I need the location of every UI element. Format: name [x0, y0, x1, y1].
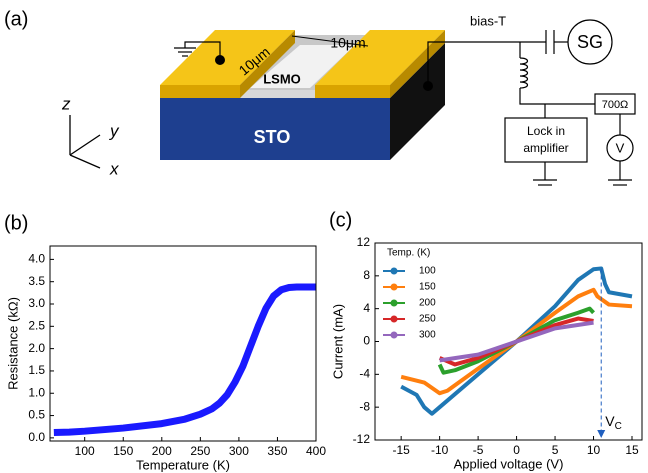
y-tick-label: 0.5: [28, 408, 45, 422]
plot-frame: [50, 246, 316, 441]
legend-swatch: [391, 316, 398, 323]
y-tick-label: 3.0: [28, 296, 45, 310]
annotation-sub: C: [615, 421, 622, 432]
legend-label: 300: [419, 330, 436, 341]
y-tick-label: 2.0: [28, 341, 45, 355]
electrode: [315, 85, 390, 98]
axes-icon: [70, 115, 100, 168]
data-line: [54, 287, 316, 432]
x-tick-label: 350: [267, 444, 287, 458]
lockin-label: Lock in: [527, 124, 565, 138]
wire: [428, 42, 546, 86]
x-tick-label: 150: [113, 444, 133, 458]
x-tick-label: 400: [306, 444, 326, 458]
legend-swatch: [391, 332, 398, 339]
x-tick-label: 300: [229, 444, 249, 458]
y-tick-label: 0: [363, 334, 370, 348]
legend-label: 250: [419, 314, 436, 325]
bias-t-label: bias-T: [470, 13, 506, 28]
device: LSMO STO 10μm 10μm: [160, 30, 445, 160]
y-tick-label: -4: [359, 367, 370, 381]
data-line: [440, 323, 594, 361]
y-axis-label: Current (mA): [330, 304, 345, 379]
wire: [520, 88, 595, 104]
legend-label: 150: [419, 282, 436, 293]
x-tick-label: 10: [587, 443, 601, 457]
y-tick-label: 1.0: [28, 385, 45, 399]
y-tick-label: -8: [359, 399, 370, 413]
x-tick-label: 250: [190, 444, 210, 458]
x-axis-label: Temperature (K): [136, 457, 230, 472]
resistor-label: 700Ω: [602, 99, 629, 111]
x-tick-label: 15: [625, 443, 639, 457]
film-label: LSMO: [263, 71, 301, 86]
axis-arrow: [70, 155, 100, 168]
annotation: VC: [605, 413, 622, 432]
panel-label: (c): [329, 209, 352, 231]
axis-name: z: [61, 94, 71, 113]
y-tick-label: 3.5: [28, 274, 45, 288]
dimension: 10μm: [330, 35, 365, 51]
legend-label: 200: [419, 298, 436, 309]
y-tick-label: 4: [363, 301, 370, 315]
electrode: [160, 85, 240, 98]
legend-label: 100: [419, 266, 436, 277]
y-tick-label: 8: [363, 268, 370, 282]
panel-label: (b): [4, 212, 28, 234]
y-axis-label: Resistance (kΩ): [5, 297, 20, 390]
inductor: [520, 58, 528, 88]
axis-name: y: [109, 121, 120, 140]
x-tick-label: -15: [392, 443, 410, 457]
y-tick-label: 1.5: [28, 363, 45, 377]
x-axis-label: Applied voltage (V): [454, 456, 564, 471]
x-tick-label: 5: [552, 443, 559, 457]
source-label: SG: [577, 32, 603, 52]
y-tick-label: 0.0: [28, 430, 45, 444]
x-tick-label: -5: [473, 443, 484, 457]
arrow-head: [597, 430, 605, 438]
x-tick-label: 200: [152, 444, 172, 458]
legend-swatch: [391, 300, 398, 307]
substrate-label: STO: [254, 127, 291, 147]
y-tick-label: 2.5: [28, 318, 45, 332]
x-tick-label: 100: [75, 444, 95, 458]
legend-title: Temp. (K): [387, 248, 430, 259]
panel-label: (a): [4, 8, 28, 30]
y-tick-label: -12: [353, 432, 371, 446]
y-tick-label: 12: [357, 235, 371, 249]
y-tick-label: 4.0: [28, 252, 45, 266]
lockin-label: amplifier: [523, 141, 568, 155]
legend-swatch: [391, 284, 398, 291]
figure: (a) LSMO STO 10μm 10μm bias-T SG 700Ω Lo…: [0, 0, 648, 473]
axis-name: x: [109, 159, 119, 178]
axis-arrow: [70, 135, 100, 155]
x-tick-label: -10: [431, 443, 449, 457]
legend-swatch: [391, 268, 398, 275]
x-tick-label: 0: [513, 443, 520, 457]
voltmeter-label: V: [616, 140, 625, 155]
